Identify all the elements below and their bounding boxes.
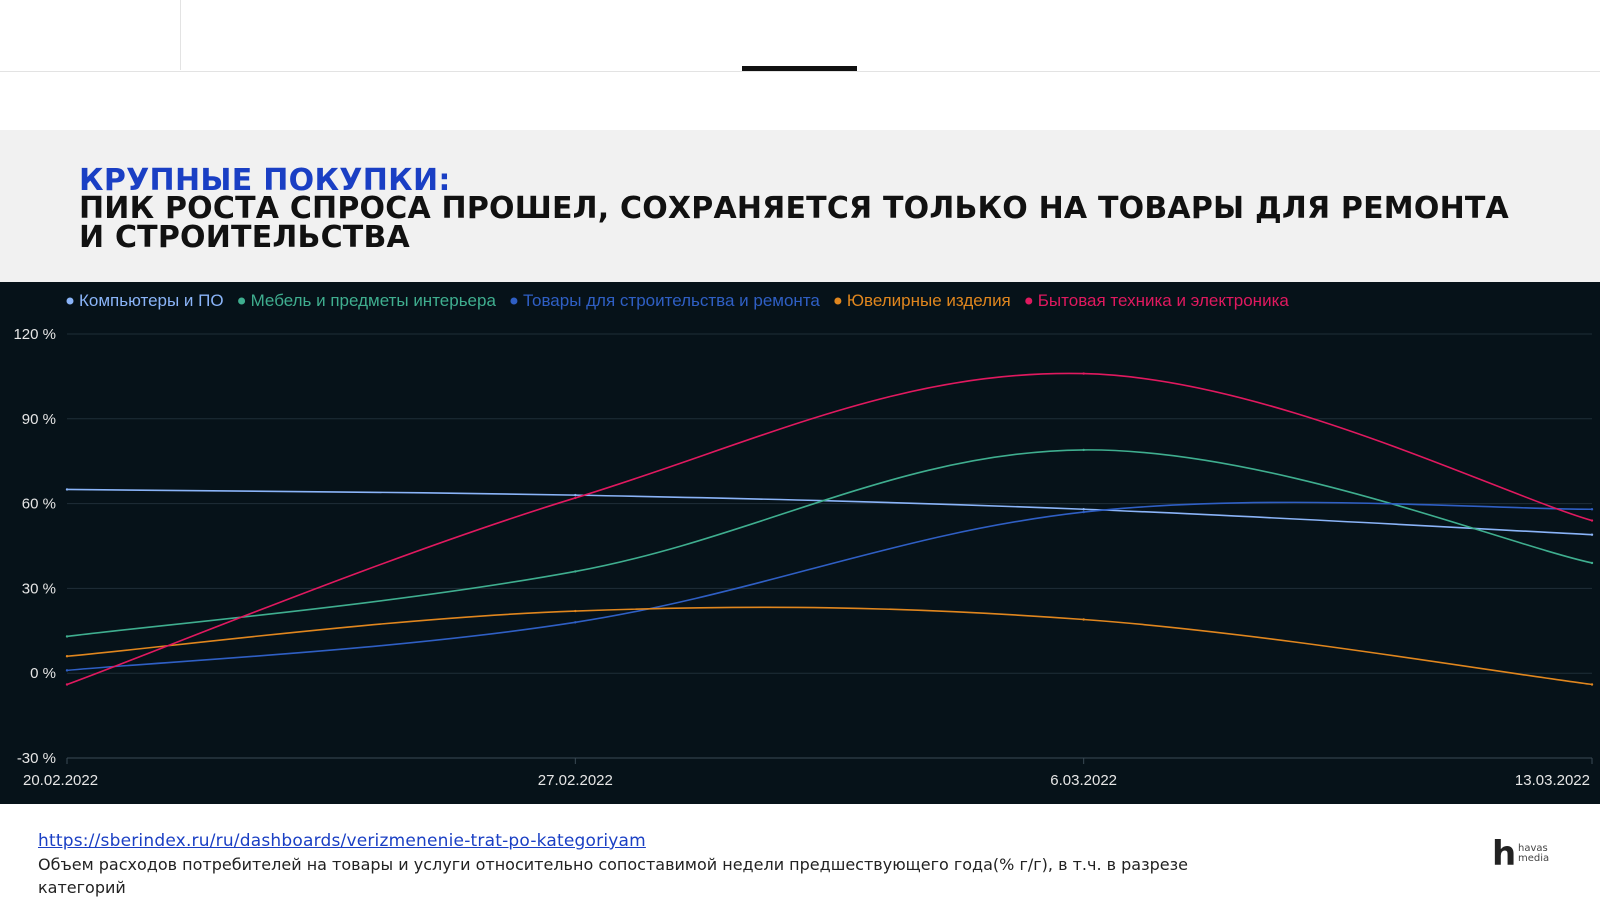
- top-bar: [0, 0, 1600, 72]
- data-point: [65, 669, 69, 672]
- title-band: КРУПНЫЕ ПОКУПКИ: ПИК РОСТА СПРОСА ПРОШЕЛ…: [0, 130, 1600, 282]
- data-point: [1082, 372, 1085, 375]
- legend-label: Компьютеры и ПО: [79, 291, 224, 310]
- data-point: [574, 570, 577, 573]
- slide-title-accent: КРУПНЫЕ ПОКУПКИ:: [79, 163, 451, 198]
- data-point: [1590, 533, 1594, 536]
- data-point: [1082, 618, 1085, 621]
- x-tick-label: 13.03.2022: [1515, 772, 1590, 789]
- data-point: [1082, 510, 1085, 514]
- x-tick-label: 6.03.2022: [1050, 772, 1117, 789]
- data-point: [574, 621, 577, 624]
- legend-marker: [834, 297, 842, 305]
- chart-panel: -30 % 0 % 30 % 60 % 90 % 120 % 20.02.2022 27.02…: [0, 282, 1600, 804]
- havas-media-logo: h havas media: [1492, 836, 1564, 876]
- data-point: [1590, 519, 1594, 522]
- y-tick-label: 30 %: [22, 580, 56, 597]
- x-tick-label: 27.02.2022: [538, 772, 613, 789]
- legend-marker: [510, 297, 518, 305]
- data-point: [65, 655, 69, 658]
- legend-marker: [1025, 297, 1033, 305]
- logo-text-line2: media: [1518, 853, 1550, 864]
- data-point: [1590, 561, 1594, 565]
- series-line: [66, 501, 1593, 672]
- data-point: [1590, 508, 1594, 511]
- data-point: [574, 609, 577, 613]
- logo-text-line1: havas: [1518, 843, 1548, 854]
- data-point: [1590, 683, 1594, 686]
- legend-marker: [66, 297, 74, 305]
- series-line: [66, 372, 1593, 686]
- x-tick-label: 20.02.2022: [23, 772, 98, 789]
- series-line: [66, 606, 1593, 686]
- active-tab-indicator: [742, 66, 857, 71]
- data-point: [65, 488, 69, 491]
- y-tick-label: 0 %: [30, 665, 56, 682]
- data-point: [574, 496, 577, 500]
- y-tick-label: 90 %: [22, 411, 56, 428]
- legend-label: Ювелирные изделия: [847, 291, 1011, 310]
- legend-label: Бытовая техника и электроника: [1038, 291, 1290, 310]
- logo-text: havas media: [1518, 844, 1549, 864]
- data-point: [65, 635, 69, 638]
- data-point: [1082, 448, 1085, 452]
- y-tick-label: 60 %: [22, 496, 56, 513]
- series-line: [66, 449, 1593, 638]
- data-point: [65, 683, 69, 686]
- legend-marker: [238, 297, 246, 305]
- data-point: [1082, 508, 1085, 511]
- legend-label: Товары для строительства и ремонта: [523, 291, 820, 310]
- series-line: [66, 488, 1593, 536]
- data-point: [574, 493, 577, 497]
- top-divider: [180, 0, 181, 70]
- y-tick-label: -30 %: [17, 750, 56, 767]
- source-link[interactable]: https://sberindex.ru/ru/dashboards/veriz…: [38, 831, 646, 851]
- source-note: Объем расходов потребителей на товары и …: [38, 855, 1188, 897]
- y-tick-label: 120 %: [13, 326, 56, 343]
- logo-mark: h: [1492, 834, 1517, 874]
- slide-title: ПИК РОСТА СПРОСА ПРОШЕЛ, СОХРАНЯЕТСЯ ТОЛ…: [79, 191, 1509, 255]
- legend-label: Мебель и предметы интерьера: [251, 291, 497, 310]
- line-chart: -30 % 0 % 30 % 60 % 90 % 120 % 20.02.2022 27.02…: [13, 291, 1594, 789]
